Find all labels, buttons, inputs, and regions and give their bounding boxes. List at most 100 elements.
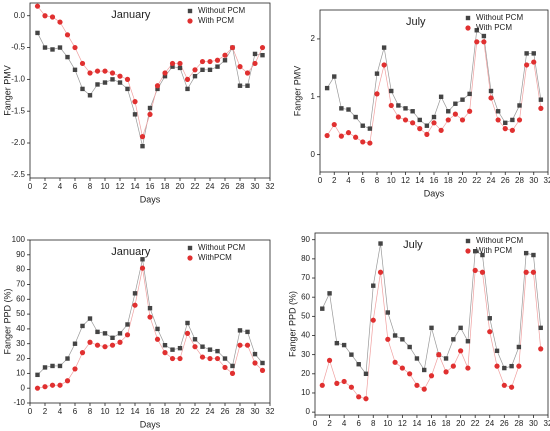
x-tick-label: 8 xyxy=(88,182,93,191)
marker xyxy=(410,120,416,126)
marker xyxy=(102,331,108,336)
y-tick-label: 30 xyxy=(16,339,25,348)
series-line xyxy=(321,243,542,375)
x-tick-label: 6 xyxy=(356,419,361,428)
y-tick-label: -0.5 xyxy=(11,43,25,52)
marker xyxy=(494,348,500,354)
marker xyxy=(185,86,190,92)
y-tick-label: 10 xyxy=(16,368,25,377)
marker xyxy=(460,97,465,102)
marker xyxy=(184,330,191,336)
marker xyxy=(207,355,213,362)
marker xyxy=(154,83,161,89)
marker xyxy=(102,80,108,85)
marker xyxy=(162,70,168,76)
x-tick-label: 30 xyxy=(529,419,538,428)
legend-swatch xyxy=(187,245,193,251)
marker xyxy=(479,269,486,275)
y-tick-label: 90 xyxy=(301,235,310,244)
marker xyxy=(170,347,175,352)
marker xyxy=(72,67,78,73)
x-tick-label: 20 xyxy=(176,407,185,416)
marker xyxy=(215,348,220,354)
marker xyxy=(474,28,479,33)
marker xyxy=(467,108,473,114)
legend-swatch xyxy=(187,255,193,261)
x-tick-label: 26 xyxy=(501,176,510,185)
marker xyxy=(124,332,131,338)
x-tick-label: 26 xyxy=(221,182,230,191)
x-tick-label: 8 xyxy=(88,407,93,416)
marker xyxy=(363,396,369,402)
marker xyxy=(531,59,537,65)
marker xyxy=(177,345,183,351)
plot-frame xyxy=(29,2,271,179)
marker xyxy=(319,382,325,388)
marker xyxy=(438,94,444,99)
marker xyxy=(421,386,427,392)
marker xyxy=(147,111,153,117)
marker xyxy=(50,363,55,369)
marker xyxy=(538,325,543,331)
marker xyxy=(451,337,456,342)
marker xyxy=(199,354,206,360)
x-tick-label: 10 xyxy=(101,182,110,191)
marker xyxy=(530,269,537,275)
marker xyxy=(117,73,123,79)
marker xyxy=(42,45,48,50)
x-tick-label: 32 xyxy=(544,176,550,185)
x-tick-label: 30 xyxy=(251,182,260,191)
marker xyxy=(132,99,138,105)
marker xyxy=(508,384,515,390)
marker xyxy=(200,344,205,349)
marker xyxy=(65,356,70,361)
marker xyxy=(79,60,86,67)
marker xyxy=(516,363,522,369)
marker xyxy=(57,363,63,369)
marker xyxy=(443,356,449,361)
marker xyxy=(509,363,514,369)
x-tick-label: 18 xyxy=(161,407,170,416)
marker xyxy=(132,112,138,117)
x-tick-label: 26 xyxy=(221,407,230,416)
marker xyxy=(87,339,93,345)
marker xyxy=(222,364,228,371)
x-tick-label: 32 xyxy=(266,407,275,416)
x-tick-label: 22 xyxy=(191,182,200,191)
marker xyxy=(252,60,258,67)
y-tick-label: 80 xyxy=(301,254,310,263)
y-tick-label: 20 xyxy=(301,369,310,378)
marker xyxy=(371,283,376,288)
marker xyxy=(481,39,487,45)
x-tick-label: 18 xyxy=(442,419,451,428)
y-tick-label: -2.0 xyxy=(11,138,25,147)
marker xyxy=(140,257,145,262)
marker xyxy=(446,109,451,114)
series-line xyxy=(37,32,263,147)
x-tick-label: 4 xyxy=(346,176,351,185)
y-tick-label: 50 xyxy=(16,309,25,318)
marker xyxy=(252,360,258,366)
marker xyxy=(72,341,78,346)
x-tick-label: 12 xyxy=(398,419,407,428)
x-tick-label: 20 xyxy=(176,182,185,191)
marker xyxy=(65,54,70,60)
marker xyxy=(162,343,168,348)
marker xyxy=(474,39,480,45)
marker xyxy=(42,13,48,19)
marker xyxy=(50,47,55,52)
marker xyxy=(443,369,449,375)
marker xyxy=(367,140,373,146)
x-tick-label: 28 xyxy=(515,176,524,185)
y-axis-label: Fanger PPD (%) xyxy=(287,291,297,357)
marker xyxy=(87,70,93,76)
x-tick-label: 14 xyxy=(415,176,424,185)
x-tick-label: 2 xyxy=(327,419,332,428)
marker xyxy=(229,44,236,51)
y-tick-label: 70 xyxy=(301,273,310,282)
marker xyxy=(237,64,243,70)
marker xyxy=(192,73,198,79)
marker xyxy=(345,130,352,136)
chart-title: January xyxy=(111,9,151,21)
marker xyxy=(381,62,387,68)
